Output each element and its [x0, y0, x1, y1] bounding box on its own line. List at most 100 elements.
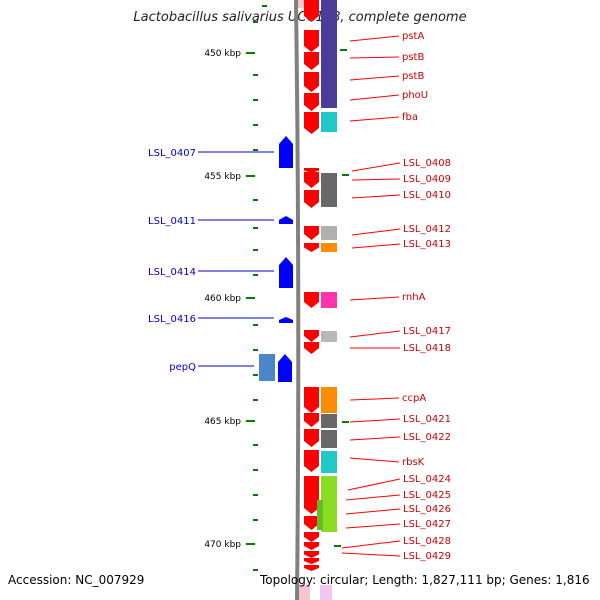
gene-arrow-reverse — [304, 558, 319, 564]
cog-box — [321, 476, 337, 532]
leader-line-reverse — [349, 35, 400, 42]
gene-arrow-reverse — [304, 387, 319, 413]
cog-box — [321, 226, 337, 240]
gene-arrow-reverse — [304, 542, 319, 550]
scale-label: 450 kbp — [204, 49, 241, 59]
gene-arrow-lsl0407 — [279, 136, 293, 168]
leader-line-reverse — [349, 116, 400, 122]
topology-text: Topology: circular; Length: 1,827,111 bp… — [260, 573, 590, 587]
leader-line-reverse — [349, 56, 400, 59]
accession-text: Accession: NC_007929 — [8, 573, 145, 587]
gene-label-forward: pepQ — [169, 362, 196, 373]
gene-arrow-reverse — [304, 292, 319, 308]
leader-line-reverse — [349, 330, 401, 338]
track-bottom-cap — [296, 585, 310, 600]
cog-box — [317, 500, 323, 530]
leader-line-reverse — [349, 75, 400, 81]
gene-label-reverse: phoU — [402, 90, 428, 101]
gene-label-reverse: LSL_0422 — [403, 432, 451, 443]
cog-box — [321, 414, 337, 428]
cog-box — [321, 292, 337, 308]
track-bottom-cap-2 — [320, 585, 332, 600]
leader-line-reverse — [345, 523, 401, 529]
gene-arrow-reverse — [304, 30, 319, 52]
gene-arrow-pepq — [278, 354, 292, 382]
genome-title: Lactobacillus salivarius UCC118, complet… — [133, 10, 467, 25]
leader-line-reverse — [349, 397, 400, 401]
gene-label-reverse: ccpA — [402, 393, 426, 404]
gene-arrow-lsl0416 — [279, 317, 293, 323]
cog-box — [321, 243, 337, 252]
cog-box-pepq — [259, 354, 275, 381]
gene-arrow-reverse — [304, 330, 319, 342]
gene-label-reverse: rbsK — [402, 457, 425, 468]
gene-label-reverse: LSL_0410 — [403, 190, 451, 201]
gene-arrow-reverse — [304, 52, 319, 70]
scale-label: 455 kbp — [204, 172, 241, 182]
gene-arrow-reverse — [304, 532, 319, 542]
leader-line-reverse — [347, 478, 401, 491]
gene-label-reverse: LSL_0424 — [403, 474, 451, 485]
leader-line-reverse — [345, 494, 401, 501]
cog-box — [321, 331, 337, 342]
cog-box — [321, 387, 337, 413]
gene-arrow-reverse — [304, 551, 319, 558]
gene-label-reverse: LSL_0426 — [403, 504, 451, 515]
gene-label-reverse: rnhA — [402, 292, 426, 303]
gene-arrow-reverse — [304, 93, 319, 111]
leader-line-reverse — [345, 508, 401, 515]
gene-arrow-lsl0411 — [279, 216, 293, 224]
gene-label-reverse: LSL_0418 — [403, 343, 451, 354]
gene-label-reverse: fba — [402, 112, 418, 123]
cog-box — [321, 112, 337, 132]
gene-label-reverse: LSL_0408 — [403, 158, 451, 169]
gene-label-reverse: LSL_0417 — [403, 326, 451, 337]
gene-label-reverse: LSL_0421 — [403, 414, 451, 425]
gene-arrow-reverse — [304, 112, 319, 134]
gene-label-forward: LSL_0407 — [148, 148, 196, 159]
gene-arrow-reverse — [304, 72, 319, 92]
gene-label-reverse: LSL_0412 — [403, 224, 451, 235]
gene-arrow-reverse — [304, 172, 319, 188]
gene-label-reverse: LSL_0409 — [403, 174, 451, 185]
track-top-cap — [296, 0, 310, 8]
leader-line-reverse — [349, 436, 401, 441]
leader-line-reverse — [351, 162, 401, 172]
gene-label-reverse: LSL_0428 — [403, 536, 451, 547]
gene-arrow-reverse — [304, 476, 319, 514]
scale-label: 465 kbp — [204, 417, 241, 427]
leader-line-reverse — [349, 418, 401, 423]
cog-box — [321, 430, 337, 448]
leader-line-reverse — [351, 228, 401, 236]
gene-label-forward: LSL_0416 — [148, 314, 196, 325]
leader-line-reverse — [349, 94, 400, 101]
leader-line-reverse — [341, 552, 401, 557]
leader-line-reverse — [349, 296, 400, 301]
scale-label: 470 kbp — [204, 540, 241, 550]
gene-arrow-reverse — [304, 413, 319, 427]
cog-box — [321, 451, 337, 473]
gene-label-reverse: LSL_0413 — [403, 239, 451, 250]
gene-arrow-reverse — [304, 516, 319, 530]
leader-line-reverse — [351, 243, 401, 249]
gene-arrow-reverse — [304, 450, 319, 472]
scale-label: 460 kbp — [204, 294, 241, 304]
gene-arrow-reverse — [304, 429, 319, 447]
genome-backbone — [294, 0, 301, 600]
gene-arrow-reverse — [304, 243, 319, 252]
leader-line-reverse — [349, 457, 400, 463]
gene-arrow-reverse — [304, 342, 319, 354]
gene-label-reverse: pstB — [402, 71, 424, 82]
gene-arrow-reverse — [304, 190, 319, 208]
gene-label-forward: LSL_0411 — [148, 216, 196, 227]
cog-box — [321, 173, 337, 207]
gene-label-reverse: LSL_0429 — [403, 551, 451, 562]
gene-arrow-reverse — [304, 565, 319, 571]
gene-label-forward: LSL_0414 — [148, 267, 196, 278]
gene-label-reverse: LSL_0425 — [403, 490, 451, 501]
gene-label-reverse: pstA — [402, 31, 424, 42]
gene-label-reverse: LSL_0427 — [403, 519, 451, 530]
gene-arrow-reverse — [304, 168, 319, 173]
